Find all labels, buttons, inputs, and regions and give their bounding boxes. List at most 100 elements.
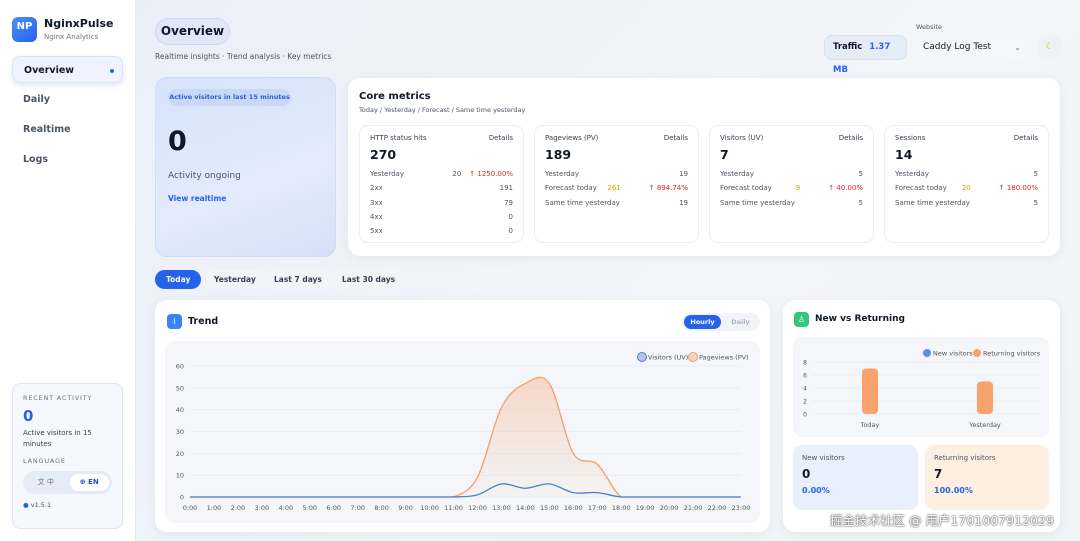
sidebar-item-overview[interactable]: Overview: [12, 56, 123, 83]
metric-card: Visitors (UV) Details 7 Yesterday 5 Forecast…: [709, 125, 874, 243]
page-title: Overview: [155, 18, 230, 45]
x-tick-label: 5:00: [302, 504, 317, 512]
lang-zh-button[interactable]: 文 中: [37, 478, 54, 486]
x-tick-label: 0:00: [183, 504, 198, 512]
globe-icon: ⊕: [79, 478, 89, 486]
granularity-toggle: Hourly Daily: [682, 313, 760, 331]
metric-row: 3xx 79: [370, 198, 513, 207]
forecast-value: 261: [607, 184, 621, 193]
core-metrics-subtitle: Today / Yesterday / Forecast / Same time…: [359, 106, 526, 114]
view-realtime-link[interactable]: View realtime: [168, 194, 227, 203]
x-tick-label: 16:00: [564, 504, 583, 512]
logo: NP: [12, 17, 37, 42]
legend-marker: [637, 352, 647, 362]
sidebar-item-logs[interactable]: Logs: [23, 154, 49, 165]
metric-card: HTTP status hits Details 270 Yesterday 20 ↑ …: [359, 125, 524, 243]
x-tick-label: 10:00: [420, 504, 439, 512]
metric-row: Yesterday 20 ↑ 1250.00%: [370, 170, 513, 179]
metric-title: HTTP status hits: [370, 134, 427, 142]
metric-row: Same time yesterday 5: [895, 198, 1038, 207]
metric-row: Forecast today 9 ↑ 40.00%: [720, 184, 863, 193]
lang-en-button[interactable]: ⊕ EN: [69, 474, 109, 491]
metric-title: Visitors (UV): [720, 134, 764, 142]
legend-label: Visitors (UV): [648, 354, 688, 362]
y-tick-label: 10: [176, 472, 184, 480]
x-tick-label: 9:00: [398, 504, 413, 512]
details-link[interactable]: Details: [1013, 134, 1038, 142]
x-tick-label: 11:00: [444, 504, 463, 512]
details-link[interactable]: Details: [663, 134, 688, 142]
tab-last-7-days[interactable]: Last 7 days: [263, 270, 333, 289]
sidebar-item-realtime[interactable]: Realtime: [23, 124, 71, 135]
metric-row: Yesterday 5: [720, 170, 863, 179]
new-vs-returning-card: ♙ New vs Returning New visitors 0 0.00% …: [783, 300, 1060, 532]
change-value: ↑ 180.00%: [998, 184, 1038, 193]
nvr-title: New vs Returning: [815, 314, 905, 324]
metric-value: 270: [370, 147, 397, 162]
forecast-value: 9: [795, 184, 801, 193]
x-tick-label: 21:00: [684, 504, 703, 512]
tab-today[interactable]: Today: [155, 270, 202, 289]
y-tick-label: 60: [176, 363, 184, 371]
x-tick-label: 4:00: [279, 504, 294, 512]
x-tick-label: 7:00: [350, 504, 365, 512]
metric-value: 189: [545, 147, 572, 162]
sidebar-item-daily[interactable]: Daily: [23, 94, 51, 105]
brand-subtitle: Nginx Analytics: [44, 33, 99, 41]
x-tick-label: 3:00: [255, 504, 270, 512]
active-visitors-count: 0: [168, 126, 187, 157]
metric-card: Pageviews (PV) Details 189 Yesterday 19 Fore…: [534, 125, 699, 243]
metric-title: Pageviews (PV): [545, 134, 599, 142]
metric-card: Sessions Details 14 Yesterday 5 Forecast tod…: [884, 125, 1049, 243]
visitors-line: [190, 483, 742, 498]
x-tick-label: 23:00: [732, 504, 751, 512]
trend-title: Trend: [188, 316, 219, 327]
details-link[interactable]: Details: [488, 134, 513, 142]
version: ● v1.5.1: [23, 501, 52, 509]
sidebar: NP NginxPulse Nginx Analytics Overview D…: [0, 0, 136, 541]
y-tick-label: 0: [180, 494, 184, 502]
core-metrics-title: Core metrics: [359, 91, 431, 102]
x-tick-label: 12:00: [468, 504, 487, 512]
x-tick-label: 20:00: [660, 504, 679, 512]
brand-name: NginxPulse: [44, 17, 114, 30]
pageviews-line: [190, 376, 742, 498]
users-icon: ♙: [794, 312, 809, 327]
metric-row: Same time yesterday 5: [720, 198, 863, 207]
chart-icon: ⌇: [167, 314, 182, 329]
chevron-down-icon: ⌄: [1014, 43, 1021, 52]
returning-visitors-stat: Returning visitors 7 100.00%: [925, 445, 1049, 510]
y-tick-label: 50: [176, 384, 184, 392]
website-select[interactable]: Caddy Log Test ⌄: [915, 35, 1030, 60]
daily-button[interactable]: Daily: [731, 318, 750, 326]
status-dot-icon: ●: [23, 501, 31, 509]
website-label: Website: [916, 23, 942, 31]
details-link[interactable]: Details: [838, 134, 863, 142]
forecast-value: 20: [961, 184, 971, 193]
tab-yesterday[interactable]: Yesterday: [203, 270, 267, 289]
metric-value: 7: [720, 147, 729, 162]
recent-activity-panel: RECENT ACTIVITY 0 Active visitors in 15 …: [12, 383, 123, 529]
nvr-chart-panel: [793, 337, 1049, 437]
active-visitors-badge: Active visitors in last 15 minutes: [168, 89, 291, 106]
change-value: ↑ 894.74%: [648, 184, 688, 193]
x-tick-label: 22:00: [708, 504, 727, 512]
metric-row: Forecast today 20 ↑ 180.00%: [895, 184, 1038, 193]
language-title: LANGUAGE: [23, 457, 66, 465]
metric-row: 2xx 191: [370, 184, 513, 193]
change-value: ↑ 1250.00%: [469, 170, 513, 179]
x-tick-label: 13:00: [492, 504, 511, 512]
language-switch: 文 中 ⊕ EN: [23, 471, 112, 494]
traffic-badge: Traffic 1.37 MB: [824, 35, 907, 75]
new-visitors-stat: New visitors 0 0.00%: [793, 445, 918, 510]
moon-icon[interactable]: ☾: [1038, 36, 1061, 59]
hourly-button[interactable]: Hourly: [684, 315, 721, 329]
y-tick-label: 40: [176, 406, 184, 414]
activity-status: Activity ongoing: [168, 171, 241, 181]
metric-row: 5xx 0: [370, 227, 513, 236]
x-tick-label: 1:00: [207, 504, 222, 512]
tab-last-30-days[interactable]: Last 30 days: [331, 270, 407, 289]
page-subtitle: Realtime insights · Trend analysis · Key…: [155, 52, 332, 61]
legend-label: Pageviews (PV): [699, 354, 749, 362]
